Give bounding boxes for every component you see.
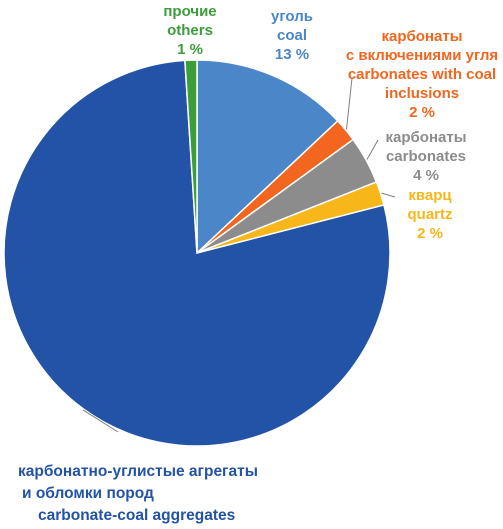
label-quartz-en: quartz bbox=[407, 206, 453, 223]
label-carbonates-en: carbonates bbox=[385, 148, 467, 165]
label-carbonates-coal-ru2: с включениями угля bbox=[345, 47, 499, 64]
leader-line-quartz bbox=[381, 192, 396, 198]
label-carbonates-pct: 4 % bbox=[413, 167, 439, 184]
label-coal-ru: уголь bbox=[271, 8, 313, 25]
leader-line-carb-coal bbox=[346, 77, 353, 130]
label-quartz-ru: кварц bbox=[408, 187, 452, 204]
leader-line-carbonates bbox=[366, 139, 379, 160]
label-aggregates: карбонатно-углистые агрегаты и обломки п… bbox=[18, 461, 348, 527]
pie-slice-others bbox=[184, 59, 198, 254]
label-carbonates-ru: карбонаты bbox=[385, 129, 467, 146]
label-others: прочие others 1 % bbox=[150, 2, 230, 59]
label-quartz: кварц quartz 2 % bbox=[395, 186, 465, 243]
pie-slice-aggregates bbox=[3, 59, 391, 447]
label-aggregates-ru1: карбонатно-углистые агрегаты bbox=[18, 463, 258, 480]
leader-line-aggregates bbox=[82, 409, 119, 433]
label-coal: уголь coal 13 % bbox=[252, 7, 332, 64]
leader-lines bbox=[82, 77, 396, 433]
label-others-ru: прочие bbox=[163, 3, 217, 20]
label-carbonates-coal-en1: carbonates with coal bbox=[347, 66, 497, 83]
label-carbonates-coal-en2: inclusions bbox=[384, 85, 460, 102]
label-carbonates-coal: карбонаты с включениями угля carbonates … bbox=[344, 27, 500, 122]
label-others-pct: 1 % bbox=[177, 41, 203, 58]
pie-slice-coal bbox=[196, 59, 339, 255]
label-aggregates-en: carbonate-coal aggregates bbox=[38, 507, 236, 524]
label-carbonates-coal-ru1: карбонаты bbox=[381, 28, 463, 45]
label-aggregates-ru2: и обломки пород bbox=[22, 485, 154, 502]
label-carbonates: карбонаты carbonates 4 % bbox=[376, 128, 476, 185]
label-carbonates-coal-pct: 2 % bbox=[409, 104, 435, 121]
label-others-en: others bbox=[167, 22, 213, 39]
label-coal-pct: 13 % bbox=[274, 46, 310, 63]
pie-slices bbox=[3, 59, 391, 447]
label-coal-en: coal bbox=[276, 27, 307, 44]
label-quartz-pct: 2 % bbox=[417, 225, 443, 242]
